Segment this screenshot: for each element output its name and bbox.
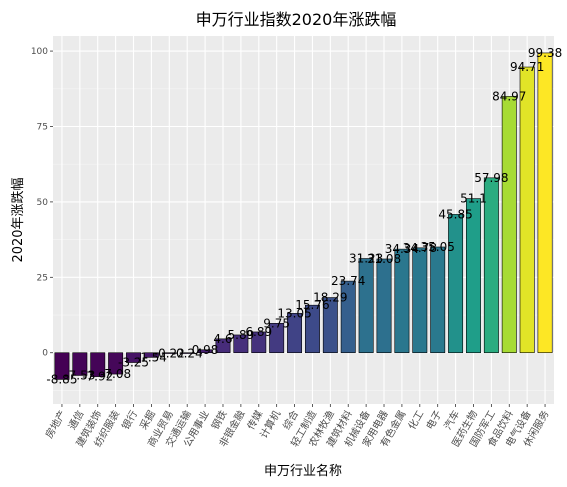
bar: [466, 198, 481, 354]
data-label: 6.89: [245, 325, 272, 339]
data-label: 84.97: [492, 89, 526, 103]
bar: [108, 352, 124, 375]
bar: [322, 297, 338, 354]
data-label: 51.1: [460, 192, 487, 206]
y-tick-label: 0: [42, 349, 48, 359]
data-label: -0.24: [172, 346, 203, 360]
data-label: -7.92: [82, 370, 113, 384]
data-label: -7.53: [64, 368, 95, 382]
bar: [376, 258, 392, 354]
data-labels: -8.85-7.53-7.92-7.08-3.25-1.54-0.22-0.24…: [46, 46, 562, 386]
bar: [358, 258, 374, 354]
bar: [501, 96, 517, 354]
data-label: 5.89: [228, 328, 255, 342]
chart-title: 申万行业指数2020年涨跌幅: [196, 10, 397, 29]
data-label: 23.74: [331, 274, 365, 288]
y-tick-label: 50: [37, 198, 49, 208]
bar: [179, 352, 195, 354]
data-label: -1.54: [136, 350, 167, 364]
data-label: -7.08: [100, 367, 131, 381]
bar: [161, 352, 177, 354]
data-label: 31.08: [367, 252, 401, 266]
y-tick-label: 100: [31, 47, 48, 57]
bar: [143, 352, 159, 358]
data-label: 34.34: [385, 242, 419, 256]
bar: [233, 334, 249, 354]
bar: [197, 349, 213, 354]
bar: [519, 66, 535, 354]
data-label: 4.6: [213, 332, 232, 346]
data-label: -0.22: [154, 346, 185, 360]
data-label: -8.85: [46, 372, 77, 386]
data-label: 15.76: [295, 298, 329, 312]
bar: [72, 352, 88, 376]
data-label: -3.25: [118, 356, 149, 370]
y-axis: 0 25 50 75 100: [31, 47, 53, 359]
y-tick-label: 75: [37, 122, 48, 132]
data-label: 57.98: [474, 171, 508, 185]
data-label: 94.71: [510, 60, 544, 74]
data-label: 9.75: [263, 316, 290, 330]
bar: [412, 247, 428, 354]
data-label: 0.98: [192, 343, 219, 357]
x-axis-title: 申万行业名称: [264, 463, 342, 479]
bar: [287, 313, 303, 354]
bar: [251, 331, 267, 354]
data-label: 18.29: [313, 291, 347, 305]
data-label: 45.85: [438, 207, 472, 221]
bars: [54, 52, 553, 380]
bar: [304, 304, 320, 354]
data-label: 34.78: [403, 241, 437, 255]
bar: [448, 214, 464, 354]
bar: [126, 352, 141, 363]
bar: [269, 323, 285, 354]
y-axis-title: 2020年涨跌幅: [10, 177, 26, 262]
bar: [483, 177, 499, 354]
bar: [340, 280, 356, 354]
y-tick-label: 25: [37, 273, 48, 283]
bar: [90, 352, 106, 377]
bar: [430, 246, 446, 354]
data-label: 13.05: [277, 306, 311, 320]
data-label: 35.05: [421, 240, 455, 254]
data-label: 31.23: [349, 252, 383, 266]
bar: [54, 352, 70, 380]
data-label: 99.38: [528, 46, 562, 60]
bar: [537, 52, 553, 354]
bar: [394, 248, 410, 354]
bar: [215, 338, 231, 354]
